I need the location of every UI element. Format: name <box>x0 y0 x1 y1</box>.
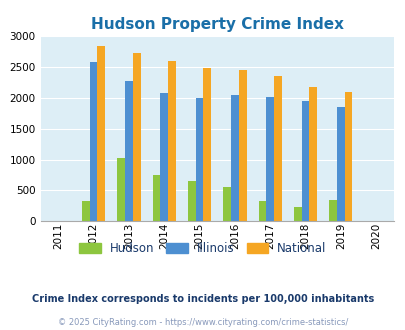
Bar <box>117 158 125 221</box>
Bar <box>336 107 344 221</box>
Bar <box>168 61 175 221</box>
Bar <box>273 76 281 221</box>
Bar <box>132 53 140 221</box>
Bar <box>203 68 211 221</box>
Bar <box>230 95 238 221</box>
Bar <box>309 87 316 221</box>
Bar <box>266 97 273 221</box>
Bar <box>238 70 246 221</box>
Bar <box>258 201 266 221</box>
Legend: Hudson, Illinois, National: Hudson, Illinois, National <box>75 237 330 260</box>
Title: Hudson Property Crime Index: Hudson Property Crime Index <box>90 17 343 32</box>
Bar <box>97 46 105 221</box>
Bar <box>188 181 195 221</box>
Bar <box>195 98 203 221</box>
Bar <box>160 93 168 221</box>
Text: © 2025 CityRating.com - https://www.cityrating.com/crime-statistics/: © 2025 CityRating.com - https://www.city… <box>58 318 347 327</box>
Bar <box>90 62 97 221</box>
Bar <box>328 200 336 221</box>
Bar <box>223 187 230 221</box>
Bar <box>152 175 160 221</box>
Bar <box>301 101 309 221</box>
Bar <box>82 201 90 221</box>
Bar <box>344 92 352 221</box>
Text: Crime Index corresponds to incidents per 100,000 inhabitants: Crime Index corresponds to incidents per… <box>32 294 373 304</box>
Bar <box>293 207 301 221</box>
Bar <box>125 81 132 221</box>
